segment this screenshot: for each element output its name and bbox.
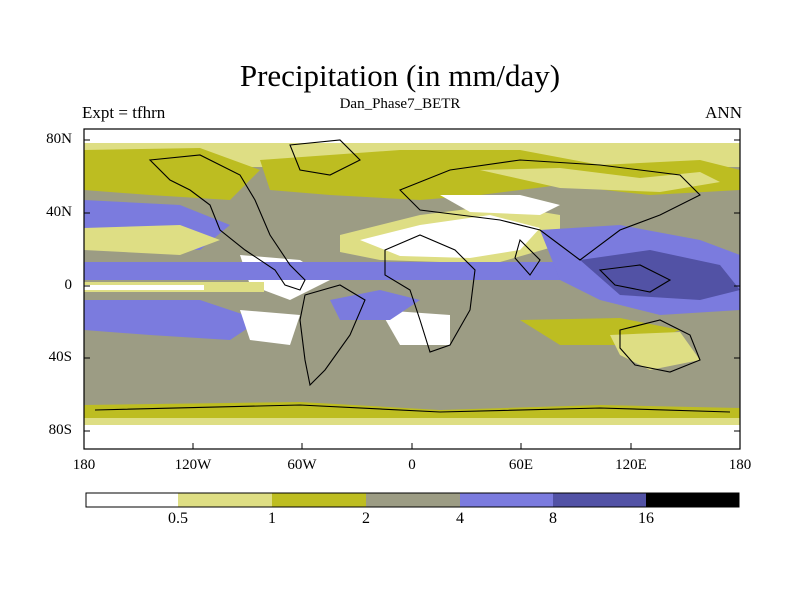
field-australia [610, 332, 700, 370]
colorbar-box-4 [460, 493, 553, 507]
lat-tick-80s: 80S [48, 422, 72, 438]
field-amazon [330, 290, 420, 320]
lat-tick-40s: 40S [48, 349, 72, 365]
lon-tick-120e: 120E [615, 457, 647, 473]
experiment-label: Expt = tfhrn [82, 103, 166, 122]
lat-tick-40n: 40N [46, 204, 72, 220]
field-siberia [480, 168, 720, 192]
field-south-atlantic-dry [380, 310, 450, 345]
colorbar-box-1 [178, 493, 272, 507]
coast-greenland [289, 139, 361, 176]
colorbar-box-3 [366, 493, 460, 507]
field-south-pacific-dry [240, 310, 300, 345]
field-subtropical-pacific [84, 225, 220, 255]
coast-india [514, 238, 541, 276]
colorbar-label-4: 8 [549, 510, 557, 527]
lon-tick-0: 0 [408, 457, 416, 473]
map-subtitle: Dan_Phase7_BETR [339, 96, 461, 112]
lat-tick-80n: 80N [46, 131, 72, 147]
lon-tick-60e: 60E [508, 457, 534, 473]
lon-tick-180e: 180 [728, 457, 752, 473]
coast-south-america [299, 284, 366, 387]
lat-tick-0: 0 [64, 277, 73, 293]
map-title: Precipitation (in mm/day) [239, 58, 561, 93]
colorbar-label-2: 2 [362, 510, 370, 527]
coast-australia [619, 319, 701, 373]
axis-ticks [83, 139, 741, 449]
coast-north-america [148, 154, 306, 291]
season-label: ANN [705, 103, 742, 122]
colorbar-label-3: 4 [456, 510, 464, 527]
colorbar [85, 492, 740, 508]
field-arctic-dry [84, 129, 740, 143]
colorbar-box-6 [646, 493, 739, 507]
lon-tick-180w: 180 [72, 457, 96, 473]
coast-indonesia [598, 264, 672, 293]
field-cold-tongue [84, 285, 204, 290]
colorbar-box-0 [86, 493, 178, 507]
precipitation-fields [84, 129, 740, 449]
field-middle-east [440, 195, 560, 215]
lon-tick-60w: 60W [287, 457, 317, 473]
coast-africa [384, 234, 476, 353]
coast-antarctica [94, 404, 731, 413]
colorbar-label-0: 0.5 [168, 510, 188, 527]
coastlines [94, 139, 731, 413]
colorbar-frame [85, 492, 740, 508]
colorbar-box-5 [553, 493, 646, 507]
coast-eurasia [399, 159, 701, 261]
lon-tick-120w: 120W [174, 457, 212, 473]
colorbar-label-5: 16 [638, 510, 654, 527]
field-north-pacific [84, 148, 260, 200]
colorbar-box-2 [272, 493, 366, 507]
colorbar-label-1: 1 [268, 510, 276, 527]
field-spcz [84, 300, 260, 340]
field-sahara [360, 215, 540, 258]
